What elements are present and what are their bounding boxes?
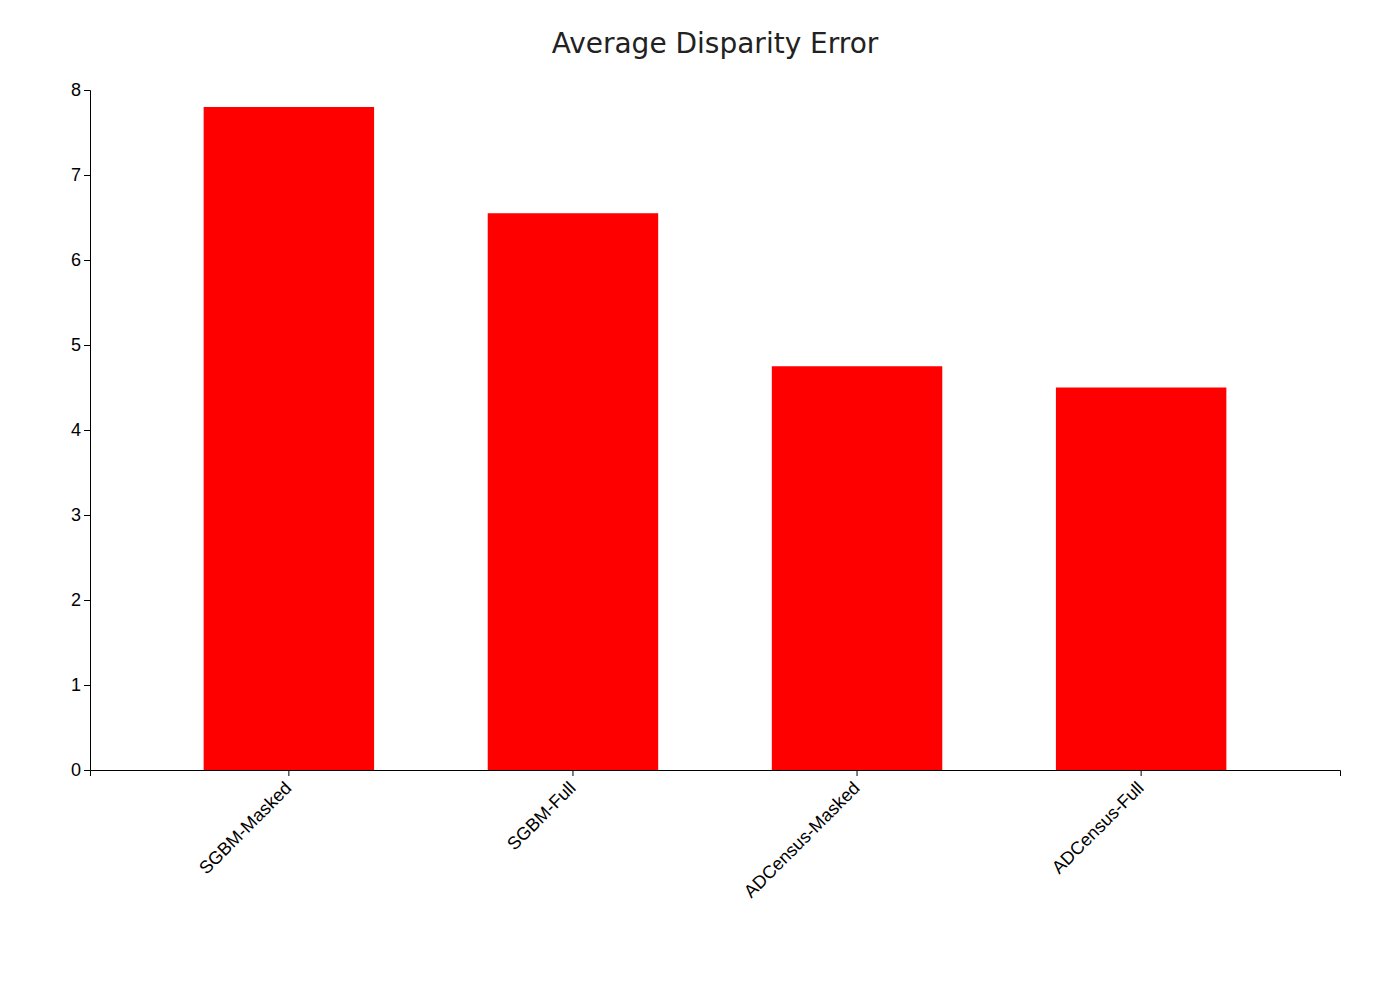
title: Average Disparity Error	[552, 27, 879, 60]
x-tick: SGBM-Masked	[195, 770, 295, 878]
y-axis: 0 1 2 3 4 5 6 7 8	[71, 80, 91, 780]
y-tick-label: 7	[71, 165, 81, 185]
x-tick: SGBM-Full	[503, 770, 579, 854]
y-tick-label: 5	[71, 335, 81, 355]
y-tick: 8	[71, 80, 90, 100]
bars	[204, 107, 1227, 770]
y-tick-label: 4	[71, 420, 81, 440]
y-tick: 6	[71, 250, 90, 270]
plot: SGBM-Masked SGBM-Full ADCensus-Masked ADCen…	[71, 80, 1341, 901]
bar	[204, 107, 374, 770]
y-tick: 4	[71, 420, 90, 440]
y-tick-mark	[84, 515, 90, 516]
x-tick-label: ADCensus-Full	[1048, 778, 1148, 878]
x-tick: ADCensus-Full	[1048, 770, 1148, 878]
y-tick-mark	[84, 430, 90, 431]
axis-line	[91, 771, 1341, 777]
y-tick: 7	[71, 165, 90, 185]
y-tick: 5	[71, 335, 90, 355]
y-tick-label: 3	[71, 505, 81, 525]
x-axis: SGBM-Masked SGBM-Full ADCensus-Masked ADCen…	[91, 770, 1341, 902]
y-tick-label: 6	[71, 250, 81, 270]
x-tick-mark	[288, 770, 289, 776]
y-tick: 3	[71, 505, 90, 525]
y-tick-mark	[84, 770, 90, 771]
bar	[488, 213, 658, 770]
y-tick: 0	[71, 760, 90, 780]
x-tick-mark	[572, 770, 573, 776]
x-tick-label: SGBM-Full	[503, 778, 579, 854]
y-tick-mark	[84, 175, 90, 176]
y-tick-mark	[84, 685, 90, 686]
y-tick: 1	[71, 675, 90, 695]
x-tick-label: SGBM-Masked	[195, 778, 295, 878]
y-tick-label: 2	[71, 590, 81, 610]
y-tick-mark	[84, 345, 90, 346]
y-tick-mark	[84, 600, 90, 601]
chart: SGBM-Masked SGBM-Full ADCensus-Masked ADCen…	[0, 0, 1400, 1000]
y-tick-label: 1	[71, 675, 81, 695]
axis-line	[84, 91, 91, 771]
x-tick: ADCensus-Masked	[740, 770, 864, 902]
bar	[772, 366, 942, 770]
y-tick-label: 0	[71, 760, 81, 780]
x-tick-mark	[1141, 770, 1142, 776]
y-tick: 2	[71, 590, 90, 610]
y-tick-label: 8	[71, 80, 81, 100]
x-tick-label: ADCensus-Masked	[740, 778, 864, 902]
bar	[1056, 388, 1226, 771]
y-tick-mark	[84, 260, 90, 261]
y-tick-mark	[84, 90, 90, 91]
x-tick-mark	[857, 770, 858, 776]
